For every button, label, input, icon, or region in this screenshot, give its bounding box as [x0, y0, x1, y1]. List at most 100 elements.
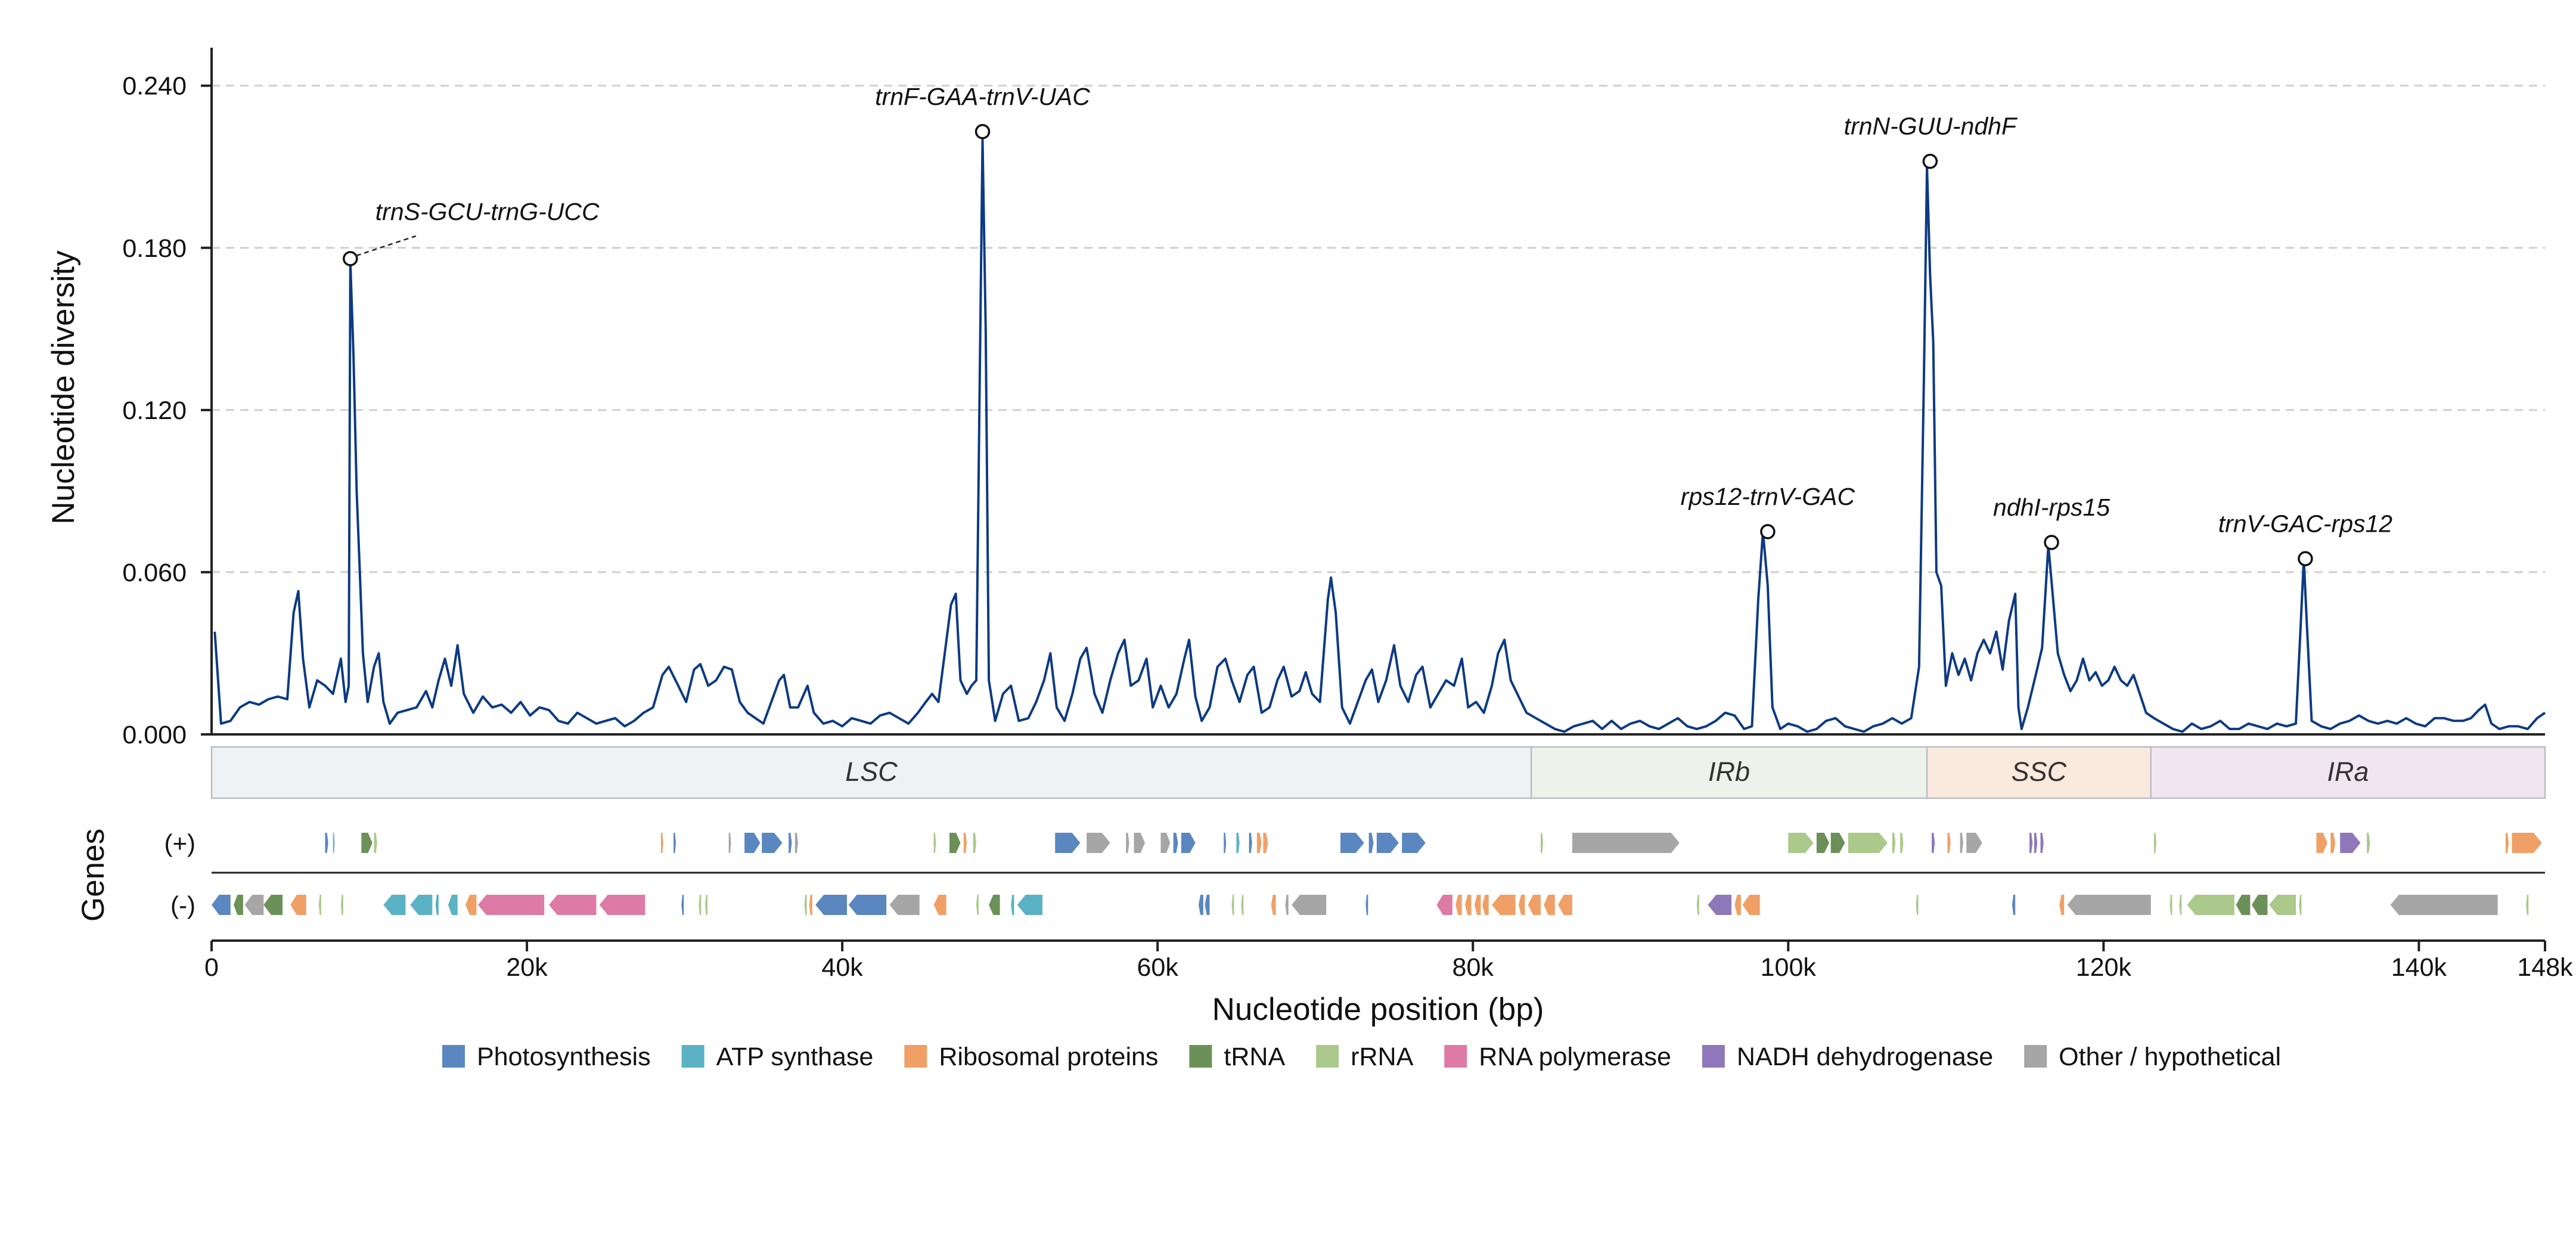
gene-feature	[549, 895, 597, 915]
gene-feature	[2316, 833, 2327, 853]
peak-marker	[1922, 153, 1938, 169]
region-label: IRb	[1708, 756, 1750, 787]
gene-feature	[889, 895, 920, 915]
y-axis-title: Nucleotide diversity	[46, 250, 81, 525]
gene-feature	[1181, 833, 1196, 853]
gene-feature	[1788, 833, 1814, 853]
y-tick-label: 0.120	[122, 396, 187, 425]
region-band-ira	[2150, 746, 2546, 799]
peak-label: trnV-GAC-rps12	[2218, 510, 2393, 537]
gene-feature	[1249, 833, 1252, 853]
gene-feature	[809, 895, 812, 915]
gene-feature	[2236, 895, 2251, 915]
region-label: LSC	[845, 756, 898, 787]
gene-feature	[234, 895, 243, 915]
gene-feature	[674, 833, 676, 853]
gene-feature	[848, 895, 887, 915]
x-tick-label: 120k	[2076, 953, 2132, 982]
y-tick-label: 0.180	[122, 234, 187, 263]
gene-feature	[963, 833, 967, 853]
gene-feature	[681, 895, 684, 915]
region-label: IRa	[2327, 756, 2369, 787]
gene-feature	[728, 833, 731, 853]
gene-feature	[2029, 833, 2033, 853]
x-tick-label: 148k	[2517, 953, 2573, 982]
gene-feature	[2170, 895, 2172, 915]
peak-label: rps12-trnV-GAC	[1681, 483, 1855, 510]
gene-feature	[2340, 833, 2361, 853]
gene-feature	[1292, 895, 1327, 915]
gene-feature	[1198, 895, 1203, 915]
peak-marker	[974, 124, 991, 139]
gene-feature	[1830, 833, 1845, 853]
gene-feature	[1892, 833, 1896, 853]
gene-feature	[448, 895, 458, 915]
gene-track: (+) (-)	[165, 829, 2545, 919]
gene-feature	[212, 895, 231, 915]
region-band-lsc	[210, 746, 1532, 799]
gene-feature	[1236, 833, 1240, 853]
gene-feature	[1368, 833, 1374, 853]
gene-feature	[1241, 895, 1244, 915]
y-tick-label: 0.060	[122, 559, 187, 587]
legend-label: RNA polymerase	[1479, 1043, 1671, 1071]
gene-feature	[1518, 895, 1525, 915]
gene-feature	[1528, 895, 1541, 915]
x-tick-label: 0	[204, 953, 219, 982]
gene-feature	[1696, 895, 1699, 915]
legend-swatch	[904, 1045, 927, 1068]
gene-feature	[1285, 895, 1289, 915]
gridlines	[212, 85, 2545, 573]
x-axis-title: Nucleotide position (bp)	[1212, 992, 1544, 1027]
gene-feature	[2526, 895, 2529, 915]
peak-annotations: trnS-GCU-trnG-UCC trnF-GAA-trnV-UAC rps12-…	[343, 83, 2393, 566]
peak-marker	[2044, 535, 2059, 550]
legend-label: Photosynthesis	[477, 1043, 651, 1071]
gene-feature	[1173, 833, 1178, 853]
gene-feature	[1558, 895, 1572, 915]
gene-feature	[1340, 833, 1364, 853]
peak-label: ndhI-rps15	[1993, 494, 2110, 521]
gene-feature	[2330, 833, 2336, 853]
gene-feature	[2059, 895, 2065, 915]
gene-feature	[933, 895, 946, 915]
gene-feature	[1205, 895, 1210, 915]
gene-feature	[478, 895, 545, 915]
x-tick-label: 60k	[1137, 953, 1178, 982]
x-tick-label: 80k	[1453, 953, 1494, 982]
gene-feature	[2034, 833, 2038, 853]
gene-feature	[1160, 833, 1171, 853]
gene-feature	[2390, 895, 2498, 915]
x-tick-label: 140k	[2391, 953, 2447, 982]
legend-label: tRNA	[1224, 1043, 1285, 1071]
legend-label: Other / hypothetical	[2059, 1043, 2281, 1071]
gene-feature	[1931, 833, 1935, 853]
legend-swatch	[442, 1045, 465, 1068]
gene-feature	[1256, 833, 1262, 853]
gene-feature	[973, 833, 976, 853]
peak-label: trnF-GAA-trnV-UAC	[875, 83, 1090, 110]
gene-feature	[2179, 895, 2182, 915]
gene-feature	[374, 833, 377, 853]
gene-feature	[794, 833, 799, 853]
gene-feature	[2512, 833, 2542, 853]
legend-swatch	[1189, 1045, 1212, 1068]
gene-feature	[1960, 833, 1963, 853]
gene-feature	[318, 895, 321, 915]
gene-feature	[465, 895, 477, 915]
peak-label: trnN-GUU-ndhF	[1844, 113, 2018, 140]
peak-leader-line	[356, 235, 417, 257]
gene-feature	[2269, 895, 2296, 915]
gene-feature	[1734, 895, 1741, 915]
gene-feature	[1263, 833, 1268, 853]
gene-feature	[1055, 833, 1081, 853]
legend-label: ATP synthase	[716, 1043, 874, 1071]
legend-label: NADH dehydrogenase	[1737, 1043, 1993, 1071]
gene-feature	[435, 895, 439, 915]
gene-feature	[410, 895, 433, 915]
gene-feature	[1011, 895, 1014, 915]
gene-feature	[789, 833, 792, 853]
gene-feature	[325, 833, 328, 853]
y-tick-label: 0.240	[122, 72, 187, 101]
gene-feature	[989, 895, 1000, 915]
